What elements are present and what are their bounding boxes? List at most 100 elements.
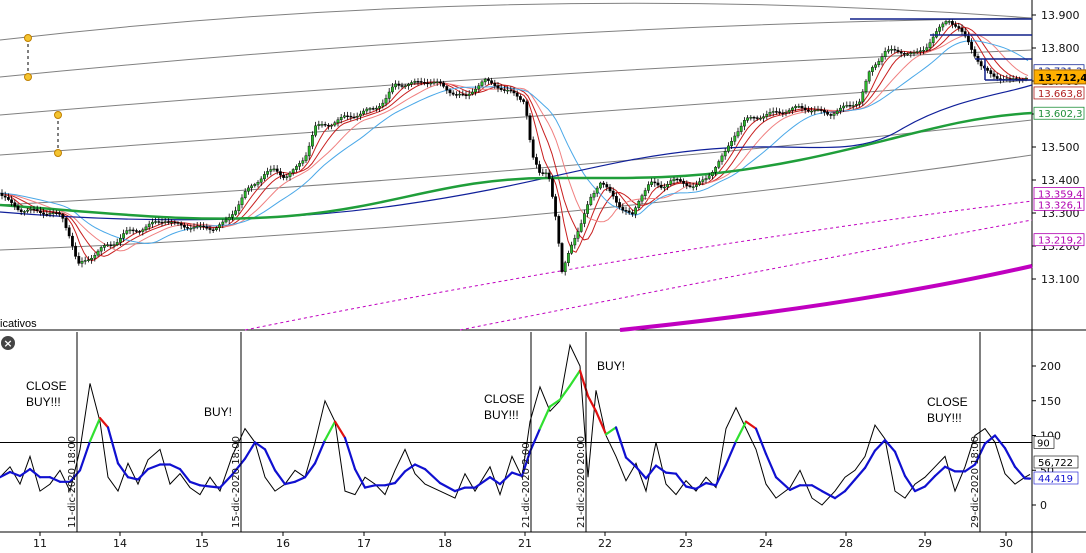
osc-signal-segment <box>548 398 562 408</box>
drawing-handles[interactable] <box>24 34 62 157</box>
osc-value-badge <box>1033 471 1079 485</box>
level-badge <box>1033 106 1085 120</box>
candle-up <box>23 211 26 213</box>
candle-down <box>778 111 782 114</box>
candle-down <box>179 223 183 226</box>
candle-up <box>291 169 295 174</box>
candle-up <box>890 49 894 51</box>
candle-up <box>864 80 868 92</box>
candle-up <box>842 105 846 109</box>
candle-up <box>579 223 583 232</box>
candle-up <box>765 114 769 117</box>
osc-value-label: 56,722 <box>1038 458 1073 469</box>
annotation-close-3-line2: BUY!!! <box>927 411 962 425</box>
candle-up <box>711 171 714 176</box>
candle-down <box>618 202 622 208</box>
candles <box>0 18 1028 276</box>
osc-signal-segment <box>764 452 778 479</box>
candle-up <box>227 216 231 221</box>
ma-green-line <box>0 111 1033 220</box>
drag-handle[interactable] <box>54 149 62 157</box>
candle-up <box>214 227 218 230</box>
candle-up <box>298 163 301 167</box>
candle-up <box>928 42 932 48</box>
candle-down <box>58 212 62 215</box>
candle-up <box>467 93 471 96</box>
candle-up <box>263 174 266 180</box>
candle-down <box>208 228 212 230</box>
candle-down <box>807 109 810 112</box>
candle-up <box>919 50 922 52</box>
candle-up <box>640 195 644 202</box>
candle-up <box>122 233 126 239</box>
osc-signal-segment <box>283 480 297 486</box>
candle-up <box>791 107 794 111</box>
candle-up <box>813 109 817 112</box>
current-price-badge <box>1033 69 1086 85</box>
fan-line <box>0 2 1033 41</box>
oscillator-panel[interactable] <box>0 343 1032 506</box>
time-tick-label: 22 <box>598 537 612 550</box>
candle-up <box>787 109 791 113</box>
osc-signal-segment <box>933 465 947 478</box>
osc-signal-segment <box>48 476 62 483</box>
candle-up <box>880 56 884 62</box>
osc-signal-segment <box>568 369 582 387</box>
candle-down <box>528 115 532 140</box>
candle-up <box>112 244 116 247</box>
price-panel[interactable] <box>0 0 1032 330</box>
osc-signal-segment <box>178 468 192 483</box>
drag-handle[interactable] <box>24 34 32 42</box>
candle-up <box>480 81 484 86</box>
candle-up <box>384 98 388 104</box>
candle-down <box>605 184 609 188</box>
level-badge <box>1033 197 1085 211</box>
candle-up <box>365 108 369 112</box>
candle-up <box>749 116 753 119</box>
candle-down <box>16 205 20 210</box>
candle-down <box>448 89 452 94</box>
candle-down <box>627 210 631 213</box>
candle-up <box>861 91 865 103</box>
candle-down <box>61 213 65 219</box>
time-tick-label: 21 <box>518 537 532 550</box>
candle-down <box>896 49 900 52</box>
candle-down <box>202 225 205 228</box>
horizontal-levels[interactable] <box>850 18 1032 81</box>
candle-down <box>685 183 689 186</box>
candle-down <box>42 212 46 215</box>
candle-down <box>493 82 497 86</box>
candle-up <box>125 230 129 234</box>
osc-signal-segment <box>833 490 847 500</box>
candle-up <box>192 226 196 229</box>
drag-handle[interactable] <box>54 111 62 119</box>
drag-handle[interactable] <box>24 73 32 81</box>
candle-up <box>887 49 890 52</box>
candle-up <box>695 184 698 187</box>
close-panel-button[interactable]: × <box>1 336 15 350</box>
candle-down <box>70 235 74 247</box>
osc-signal-segment <box>923 474 937 488</box>
candle-up <box>115 242 119 245</box>
candle-down <box>631 212 634 215</box>
candle-up <box>730 140 734 147</box>
candle-up <box>944 21 948 25</box>
candle-down <box>134 230 138 232</box>
level-badges: 13.731,213.663,813.602,313.359,413.326,1… <box>1033 64 1086 247</box>
candle-up <box>477 85 481 90</box>
osc-signal-segment <box>644 464 658 480</box>
candle-up <box>474 88 477 93</box>
candle-up <box>650 181 654 185</box>
candle-up <box>163 221 167 223</box>
candle-down <box>829 114 833 116</box>
time-tick-label: 16 <box>276 537 290 550</box>
candle-up <box>269 169 273 172</box>
time-axis: 11 14 15 16 17 18 21 22 23 24 28 29 30 <box>33 532 1013 550</box>
candle-up <box>301 160 305 164</box>
osc-signal-segment <box>168 463 182 471</box>
osc-signal-segment <box>1013 465 1027 480</box>
candle-down <box>992 73 996 77</box>
candle-down <box>752 116 756 119</box>
price-tick-label: 13.500 <box>1041 141 1080 154</box>
